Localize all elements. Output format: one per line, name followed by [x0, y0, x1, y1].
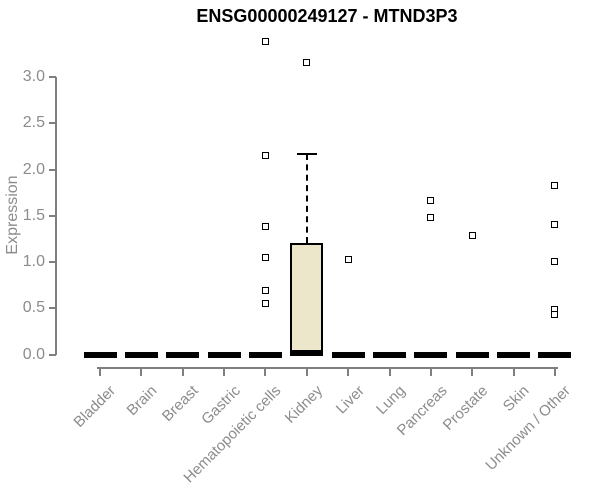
x-axis-tick [181, 368, 184, 376]
x-tick-label: Skin [500, 382, 533, 415]
whisker-cap [296, 152, 317, 156]
y-tick-label: 2.5 [22, 114, 45, 132]
outlier-point [261, 287, 269, 295]
y-axis-tick [49, 307, 56, 310]
y-axis-tick [49, 76, 56, 78]
median-bar [290, 349, 324, 356]
x-axis-tick [553, 368, 556, 376]
x-tick-label: Bladder [70, 382, 120, 431]
median-bar [497, 351, 531, 358]
y-tick-label: 0.0 [22, 345, 45, 363]
x-axis-tick [223, 368, 226, 376]
x-axis-tick [471, 368, 474, 376]
median-bar [373, 351, 407, 358]
y-axis-line [55, 77, 57, 355]
y-axis-tick [49, 122, 56, 125]
outlier-point [551, 181, 559, 189]
x-tick-label: Kidney [281, 382, 327, 427]
x-axis-tick [264, 368, 267, 376]
outlier-point [551, 257, 559, 265]
outlier-point [427, 196, 435, 204]
outlier-point [261, 152, 269, 160]
chart-title: ENSG00000249127 - MTND3P3 [196, 6, 458, 26]
median-bar [124, 351, 158, 358]
x-axis-tick [305, 368, 308, 376]
y-tick-label: 0.5 [22, 299, 45, 317]
outlier-point [261, 300, 269, 308]
y-tick-label: 1.0 [22, 253, 45, 270]
x-tick-label: Brain [123, 382, 161, 420]
outlier-point [261, 223, 269, 231]
median-bar [83, 351, 117, 358]
x-axis-tick [99, 368, 101, 376]
outlier-point [427, 214, 435, 222]
y-axis-tick [49, 353, 56, 356]
median-bar [455, 351, 489, 358]
median-bar [331, 351, 365, 358]
y-axis-tick [49, 214, 56, 217]
y-tick-label: 1.5 [22, 206, 45, 224]
y-tick-label: 3.0 [22, 68, 45, 85]
outlier-point [303, 58, 311, 66]
outlier-point [261, 253, 269, 261]
x-axis-tick [347, 368, 350, 376]
x-tick-label: Breast [159, 382, 203, 425]
median-bar [207, 351, 241, 358]
x-axis-tick [388, 368, 391, 376]
x-axis-tick [512, 368, 515, 376]
y-tick-label: 2.0 [22, 160, 45, 178]
y-axis-tick [49, 168, 56, 171]
outlier-point [344, 255, 352, 263]
outlier-point [468, 231, 476, 239]
median-bar [166, 351, 200, 358]
x-tick-label: Prostate [440, 382, 492, 434]
median-bar [414, 351, 448, 358]
x-axis-tick [140, 368, 143, 376]
median-bar [538, 351, 572, 358]
median-bar [248, 351, 282, 358]
y-axis-tick [49, 261, 56, 263]
outlier-point [261, 38, 269, 46]
x-axis-tick [429, 368, 432, 376]
outlier-point [551, 311, 559, 319]
x-axis-line [97, 367, 558, 369]
x-tick-label: Lung [373, 382, 409, 418]
box [290, 242, 324, 355]
outlier-point [551, 220, 559, 228]
x-tick-label: Liver [332, 382, 368, 418]
whisker [305, 153, 308, 243]
